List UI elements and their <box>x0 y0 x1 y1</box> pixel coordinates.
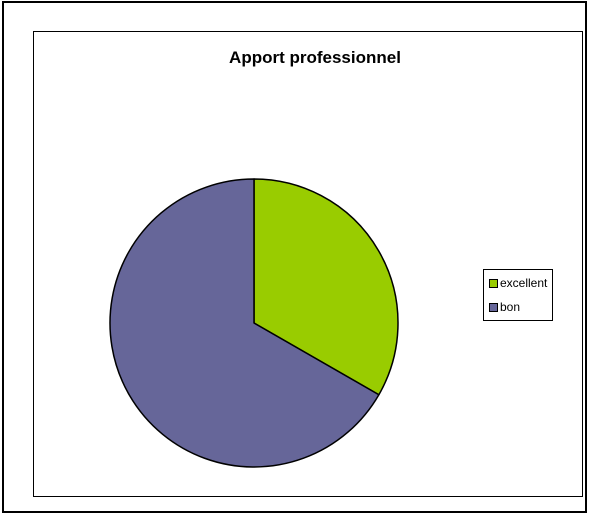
chart-title: Apport professionnel <box>229 48 401 67</box>
legend-item-excellent: excellent <box>489 275 547 291</box>
pie-slice-excellent <box>253 178 399 396</box>
legend-swatch-excellent <box>489 278 498 288</box>
legend-label-bon: bon <box>500 300 521 314</box>
legend-item-bon: bon <box>489 299 520 315</box>
legend-label-excellent: excellent <box>500 276 548 290</box>
legend: excellent bon <box>483 269 553 321</box>
legend-swatch-bon <box>489 302 498 312</box>
pie-slice-bon <box>109 178 380 468</box>
pie-slices <box>109 178 399 468</box>
